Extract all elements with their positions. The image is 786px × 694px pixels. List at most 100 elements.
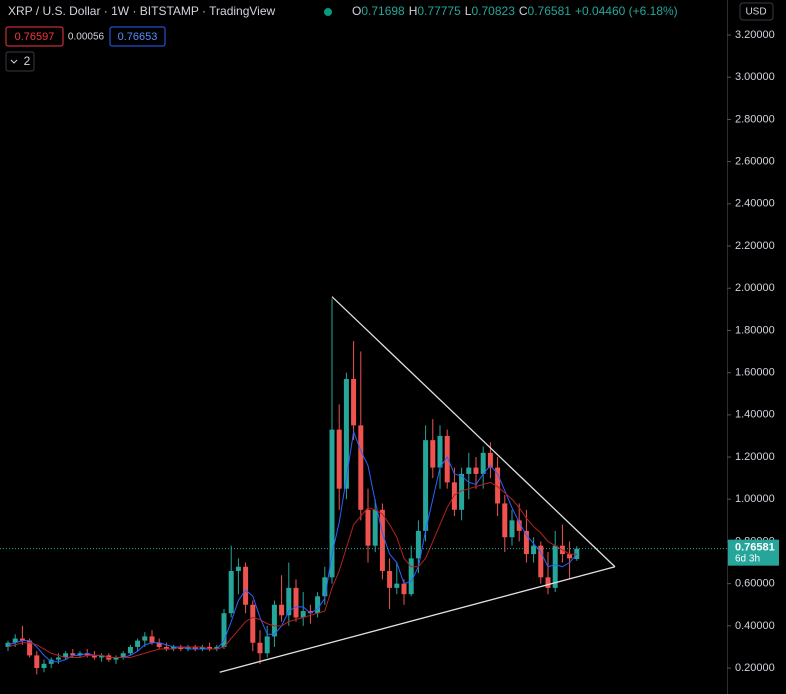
candle-body: [509, 520, 515, 538]
candle-body: [120, 653, 126, 658]
candle-body: [185, 646, 191, 650]
candle-body: [379, 509, 385, 571]
candle-body: [127, 646, 133, 654]
ohlc-change: +0.04460 (+6.18%): [575, 4, 678, 18]
candle-body: [473, 467, 479, 474]
ohlc-label: C: [519, 4, 528, 18]
candle-body: [41, 663, 47, 669]
ohlc-label: O: [352, 4, 361, 18]
candle-body: [221, 613, 227, 647]
trendline: [219, 566, 616, 673]
y-tick-label: 1.00000: [735, 493, 775, 505]
candle-body: [538, 545, 544, 578]
ohlc-value: 0.76581: [528, 4, 572, 18]
y-tick-label: 2.20000: [735, 240, 775, 252]
plot: [0, 296, 727, 675]
candle-body: [27, 640, 33, 656]
candle-body: [91, 655, 97, 658]
ohlc-value: 0.71698: [361, 4, 405, 18]
candle-body: [372, 509, 378, 546]
candle-body: [63, 653, 69, 658]
y-tick-label: 2.80000: [735, 113, 775, 125]
candle-body: [315, 596, 321, 614]
candle-body: [279, 604, 285, 616]
ohlc-value: 0.77775: [417, 4, 461, 18]
ohlc-label: H: [409, 4, 418, 18]
candle-body: [459, 473, 465, 510]
candle-body: [552, 545, 558, 588]
candle-body: [502, 503, 508, 538]
candle-body: [343, 378, 349, 489]
currency-button[interactable]: [739, 2, 774, 21]
last-price-box: [728, 539, 779, 566]
ohlc-label: L: [465, 4, 472, 18]
candle-body: [171, 646, 177, 650]
spread: 0.00056: [68, 32, 105, 43]
candle-body: [34, 655, 40, 669]
candle-body: [307, 611, 313, 614]
candle-body: [516, 520, 522, 531]
candle-body: [394, 583, 400, 588]
market-status: [324, 8, 332, 16]
candle-body: [358, 425, 364, 510]
y-tick-label: 1.20000: [735, 451, 775, 463]
candle-body: [192, 646, 198, 650]
indicator-toggle[interactable]: [5, 51, 35, 72]
candle-body: [300, 611, 306, 618]
candle-body: [163, 646, 169, 650]
candle-body: [545, 577, 551, 588]
trendline: [331, 296, 616, 568]
y-tick-label: 1.80000: [735, 324, 775, 336]
candle-body: [451, 482, 457, 510]
candle-body: [423, 440, 429, 531]
sell-price: 0.76597: [15, 31, 55, 43]
y-tick-label: 3.20000: [735, 29, 775, 41]
moving-average: [7, 481, 577, 658]
sell-box[interactable]: [5, 26, 64, 47]
candle-body: [487, 452, 493, 468]
candle-body: [567, 554, 573, 559]
y-tick-label: 2.40000: [735, 198, 775, 210]
candle-body: [19, 638, 25, 641]
y-tick-label: 2.60000: [735, 156, 775, 168]
candle-body: [415, 530, 421, 559]
candle-body: [322, 577, 328, 597]
candle-body: [235, 566, 241, 571]
last-price-label: 0.76581: [735, 542, 775, 554]
candle-body: [12, 638, 18, 643]
candle-body: [444, 435, 450, 483]
buy-price: 0.76653: [118, 31, 158, 43]
candle-body: [523, 530, 529, 555]
candle-body: [142, 636, 148, 641]
ohlc-legend: O0.71698 H0.77775 L0.70823 C0.76581 +0.04460…: [352, 4, 678, 18]
candle-body: [113, 657, 119, 660]
candle-body: [135, 640, 141, 647]
candle-body: [271, 604, 277, 637]
y-tick-label: 0.20000: [735, 662, 775, 674]
candle-body: [365, 509, 371, 546]
candle-body: [531, 545, 537, 555]
candle-body: [70, 653, 76, 656]
indicator-count: 2: [24, 54, 31, 68]
price-axis: 0.200000.400000.600000.800001.000001.200…: [727, 29, 779, 674]
candle-body: [401, 583, 407, 595]
candle-body: [466, 467, 472, 474]
candle-body: [214, 646, 220, 650]
currency: USD: [745, 7, 766, 18]
y-tick-label: 2.00000: [735, 282, 775, 294]
y-tick-label: 0.40000: [735, 620, 775, 632]
candle-body: [149, 636, 155, 643]
candle-body: [336, 429, 342, 489]
candle-body: [329, 429, 335, 578]
buy-box[interactable]: [109, 26, 166, 47]
candle-body: [257, 642, 263, 654]
candle-body: [84, 653, 90, 656]
candle-body: [286, 587, 292, 616]
candle-body: [430, 440, 436, 468]
y-tick-label: 3.00000: [735, 71, 775, 83]
y-tick-label: 0.60000: [735, 578, 775, 590]
candle-body: [5, 642, 11, 647]
candle-body: [264, 636, 270, 654]
